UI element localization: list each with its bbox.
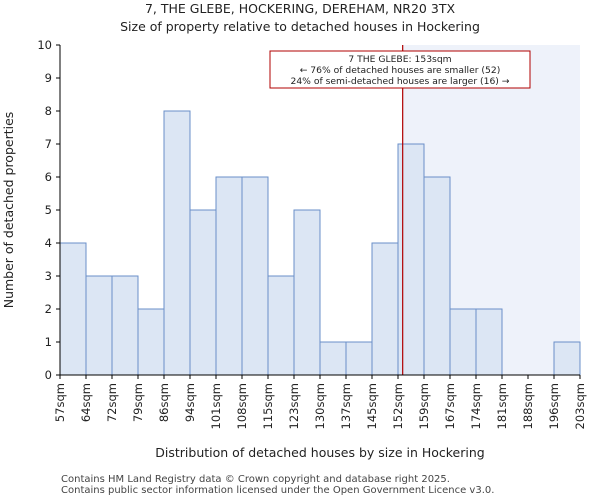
x-tick-label-137sqm: 137sqm — [339, 383, 353, 429]
bar-115sqm — [267, 275, 295, 376]
y-tick-label-5: 5 — [45, 203, 52, 217]
bar-72sqm — [111, 275, 139, 376]
annotation-line-1: 7 THE GLEBE: 153sqm — [348, 54, 451, 65]
y-tick-label-4: 4 — [45, 236, 52, 250]
x-tick-label-101sqm: 101sqm — [209, 383, 223, 429]
annotation-box — [269, 50, 531, 89]
bar-79sqm — [137, 308, 165, 376]
x-tick-label-159sqm: 159sqm — [417, 383, 431, 429]
x-ticks-group: 57sqm 64sqm 72sqm 79sqm 86sqm 94sqm 101sqm 108s… — [53, 375, 587, 429]
bar-152sqm — [397, 143, 425, 376]
bar-101sqm — [215, 176, 243, 376]
x-tick-label-188sqm: 188sqm — [521, 383, 535, 429]
y-tick-label-9: 9 — [45, 71, 52, 85]
bar-159sqm — [423, 176, 451, 376]
x-tick-label-145sqm: 145sqm — [365, 383, 379, 429]
x-tick-label-79sqm: 79sqm — [131, 383, 145, 422]
bar-94sqm — [189, 209, 217, 376]
bar-130sqm — [319, 341, 347, 376]
y-tick-label-8: 8 — [45, 104, 52, 118]
x-tick-label-123sqm: 123sqm — [287, 383, 301, 429]
x-tick-label-94sqm: 94sqm — [183, 383, 197, 422]
bar-196sqm — [553, 341, 581, 376]
y-tick-label-6: 6 — [45, 170, 52, 184]
x-tick-label-86sqm: 86sqm — [157, 383, 171, 422]
bar-174sqm — [475, 308, 503, 376]
x-tick-label-181sqm: 181sqm — [495, 383, 509, 429]
bar-57sqm — [59, 242, 87, 376]
y-tick-label-10: 10 — [37, 38, 52, 52]
y-tick-label-7: 7 — [45, 137, 52, 151]
x-tick-label-108sqm: 108sqm — [235, 383, 249, 429]
footer-line-2: Contains public sector information licen… — [61, 485, 495, 496]
y-axis-label: Number of detached properties — [1, 112, 16, 309]
bar-64sqm — [85, 275, 113, 376]
x-tick-label-203sqm: 203sqm — [573, 383, 587, 429]
y-tick-label-1: 1 — [45, 335, 52, 349]
x-tick-label-174sqm: 174sqm — [469, 383, 483, 429]
x-tick-label-64sqm: 64sqm — [79, 383, 93, 422]
y-ticks-group: 0 1 2 3 4 5 6 7 8 9 10 — [37, 38, 60, 382]
y-tick-label-2: 2 — [45, 302, 52, 316]
y-tick-label-3: 3 — [45, 269, 52, 283]
bar-145sqm — [371, 242, 399, 376]
x-tick-label-57sqm: 57sqm — [53, 383, 67, 422]
bar-86sqm — [163, 110, 191, 376]
chart-subtitle: Size of property relative to detached ho… — [120, 19, 480, 34]
annotation-line-3: 24% of semi-detached houses are larger (… — [290, 76, 509, 87]
x-tick-label-115sqm: 115sqm — [261, 383, 275, 429]
x-tick-label-152sqm: 152sqm — [391, 383, 405, 429]
x-tick-label-167sqm: 167sqm — [443, 383, 457, 429]
x-tick-label-72sqm: 72sqm — [105, 383, 119, 422]
bar-chart: 7, THE GLEBE, HOCKERING, DEREHAM, NR20 3… — [1, 1, 587, 460]
bar-137sqm — [345, 341, 373, 376]
x-tick-label-196sqm: 196sqm — [547, 383, 561, 429]
bar-108sqm — [241, 176, 269, 376]
y-tick-label-0: 0 — [45, 368, 52, 382]
bar-167sqm — [449, 308, 477, 376]
x-tick-label-130sqm: 130sqm — [313, 383, 327, 429]
x-axis-label: Distribution of detached houses by size … — [155, 445, 484, 460]
footer-line-1: Contains HM Land Registry data © Crown c… — [61, 474, 450, 485]
bar-123sqm — [293, 209, 321, 376]
chart-title: 7, THE GLEBE, HOCKERING, DEREHAM, NR20 3… — [145, 1, 455, 16]
annotation-line-2: ← 76% of detached houses are smaller (52… — [300, 65, 501, 76]
